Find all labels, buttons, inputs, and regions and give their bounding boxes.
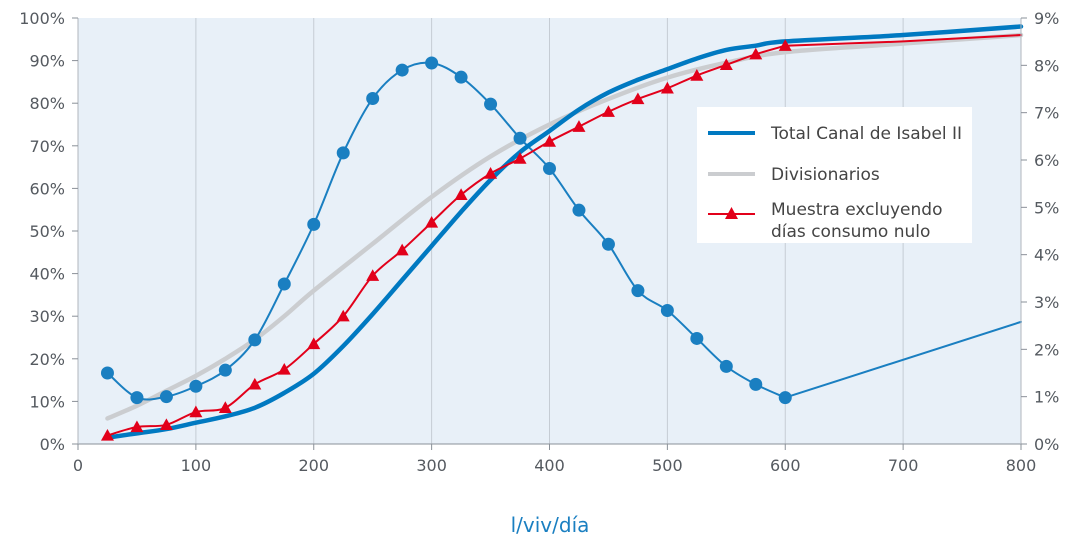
y-right-tick-label-4: 4% [1034, 246, 1059, 265]
x-tick-label-700: 700 [888, 456, 919, 475]
muestra-point-150 [248, 377, 262, 390]
y-left-tick-label-20: 20% [29, 350, 65, 369]
distribucion-point-250 [366, 91, 380, 105]
distribucion-point-375 [513, 131, 527, 145]
y-right-tick-label-5: 5% [1034, 198, 1059, 217]
muestra-point-600 [778, 39, 792, 51]
distribucion-point-25 [100, 366, 114, 380]
muestra-point-125 [218, 401, 232, 413]
muestra-point-525 [690, 69, 704, 81]
distribucion-point-475 [631, 284, 645, 298]
muestra-point-175 [277, 362, 291, 375]
legend: Total Canal de Isabel II Divisionarios M… [697, 107, 972, 243]
legend-label-total: Total Canal de Isabel II [770, 124, 962, 144]
y-left-tick-label-100: 100% [19, 9, 65, 28]
distribucion-point-175 [277, 277, 291, 291]
legend-label-divisionarios: Divisionarios [771, 165, 880, 185]
distribucion-point-75 [159, 390, 173, 404]
x-tick-label-0: 0 [73, 456, 83, 475]
muestra-point-50 [130, 420, 144, 433]
distribucion-point-450 [601, 237, 615, 251]
muestra-point-450 [601, 105, 615, 117]
muestra-point-250 [366, 269, 380, 281]
distribucion-point-350 [484, 97, 498, 111]
distribucion-point-550 [719, 359, 733, 373]
distribucion-point-200 [307, 217, 321, 231]
legend-label-muestra-line2: días consumo nulo [771, 222, 930, 242]
distribucion-point-50 [130, 391, 144, 405]
x-tick-label-200: 200 [298, 456, 329, 475]
y-left-tick-label-10: 10% [29, 392, 65, 411]
legend-swatch-muestra-marker [725, 207, 738, 219]
y-left-tick-label-30: 30% [29, 307, 65, 326]
muestra-point-25 [100, 428, 114, 441]
x-axis-title: l/viv/día [511, 513, 590, 537]
y-right-tick-label-0: 0% [1034, 435, 1059, 454]
distribucion-point-325 [454, 70, 468, 84]
y-left-tick-label-0: 0% [40, 435, 65, 454]
muestra-point-475 [631, 92, 645, 105]
y-right-tick-label-9: 9% [1034, 9, 1059, 28]
legend-label-muestra-line1: Muestra excluyendo [771, 200, 943, 220]
distribucion-point-300 [425, 56, 439, 70]
distribucion-point-600 [778, 391, 792, 405]
distribucion-point-525 [690, 331, 704, 345]
muestra-point-350 [484, 166, 498, 179]
y-right-tick-label-8: 8% [1034, 56, 1059, 75]
x-tick-label-100: 100 [181, 456, 212, 475]
y-left-tick-label-90: 90% [29, 52, 65, 71]
y-left-tick-label-60: 60% [29, 179, 65, 198]
y-right-tick-label-3: 3% [1034, 293, 1059, 312]
tick-labels: 0 100 200 300 400 500 600 700 800 0% 10% 20% 30% 40% 5… [19, 9, 1059, 475]
distribucion-point-275 [395, 63, 409, 77]
muestra-point-275 [395, 243, 409, 256]
muestra-point-400 [543, 135, 556, 147]
x-tick-label-400: 400 [534, 456, 565, 475]
muestra-point-325 [454, 188, 468, 200]
y-right-tick-label-7: 7% [1034, 104, 1059, 123]
y-left-tick-label-80: 80% [29, 94, 65, 113]
distribucion-point-500 [660, 304, 674, 318]
y-right-tick-label-6: 6% [1034, 151, 1059, 170]
y-left-tick-label-40: 40% [29, 265, 65, 284]
distribucion-point-125 [218, 363, 232, 377]
series-layer [100, 24, 1024, 441]
distribucion-point-400 [543, 162, 556, 176]
muestra-point-425 [572, 120, 586, 132]
muestra-point-300 [425, 215, 439, 228]
y-left-tick-label-50: 50% [29, 222, 65, 241]
y-right-tick-label-2: 2% [1034, 340, 1059, 359]
distribucion-point-225 [336, 146, 350, 160]
muestra-point-500 [660, 81, 674, 94]
muestra-point-200 [307, 337, 321, 350]
y-right-tick-label-1: 1% [1034, 388, 1059, 407]
distribucion-point-100 [189, 379, 203, 393]
distribucion-point-575 [749, 377, 763, 391]
muestra-point-100 [189, 405, 203, 418]
muestra-point-550 [719, 58, 733, 71]
y-left-tick-label-70: 70% [29, 137, 65, 156]
muestra-point-575 [749, 47, 763, 60]
x-tick-label-600: 600 [770, 456, 801, 475]
x-tick-label-800: 800 [1006, 456, 1037, 475]
muestra-point-75 [159, 418, 173, 431]
muestra-point-225 [336, 309, 350, 322]
distribucion-point-425 [572, 203, 586, 217]
series-distribucion-line-extension [784, 320, 1022, 399]
distribucion-point-150 [248, 333, 262, 347]
x-tick-label-500: 500 [652, 456, 683, 475]
series-muestra-line-extension [784, 34, 1022, 47]
series-total-canal-line [105, 24, 1024, 440]
muestra-point-375 [513, 152, 527, 164]
x-tick-label-300: 300 [416, 456, 447, 475]
